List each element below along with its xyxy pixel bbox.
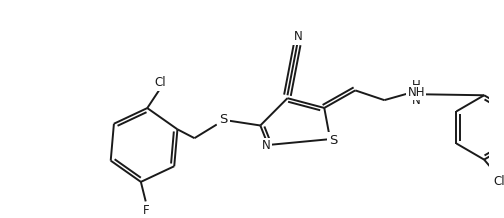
Text: Cl: Cl (154, 76, 166, 89)
Text: N: N (262, 140, 271, 152)
Text: F: F (143, 204, 150, 217)
Text: S: S (329, 134, 337, 147)
Text: S: S (219, 113, 228, 126)
Text: N: N (294, 30, 302, 43)
Text: H
N: H N (412, 79, 421, 107)
Text: Cl: Cl (494, 175, 504, 187)
Text: NH: NH (408, 86, 425, 99)
